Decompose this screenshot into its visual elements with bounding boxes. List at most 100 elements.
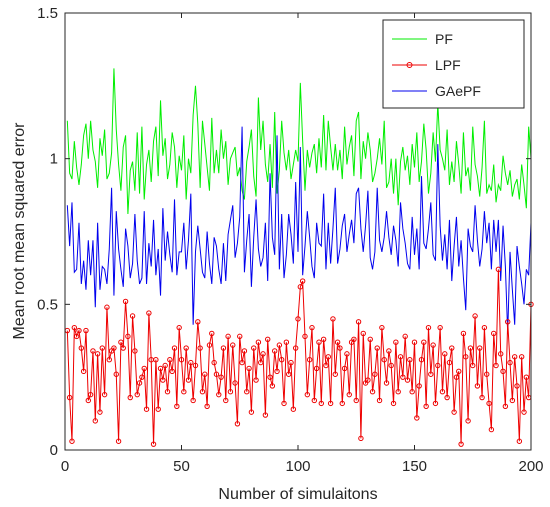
data-point-lpf <box>94 351 101 357</box>
data-point-lpf <box>101 391 108 398</box>
data-point-lpf <box>306 356 313 363</box>
data-point-lpf <box>150 441 157 447</box>
legend-item-lpf: LPF <box>392 57 461 73</box>
series-line-gaepf <box>66 126 532 334</box>
data-point-lpf <box>120 345 126 351</box>
data-point-lpf <box>472 313 478 319</box>
data-point-lpf <box>188 359 194 366</box>
data-point-lpf <box>111 345 117 351</box>
data-point-lpf <box>418 356 425 363</box>
x-tick-label: 150 <box>402 458 427 475</box>
legend: PF LPF GAePF <box>382 19 525 109</box>
data-point-lpf <box>444 394 450 401</box>
data-point-lpf <box>521 409 527 415</box>
data-point-lpf <box>218 374 224 380</box>
data-point-lpf <box>458 441 464 447</box>
data-point-lpf <box>274 368 280 375</box>
data-point-lpf <box>332 371 338 377</box>
data-point-lpf <box>85 397 92 404</box>
data-point-lpf <box>402 333 408 340</box>
data-point-lpf <box>195 319 201 325</box>
data-point-lpf <box>90 348 96 354</box>
data-point-lpf <box>181 389 187 395</box>
x-tick-label: 50 <box>173 458 190 475</box>
data-point-lpf <box>66 394 73 401</box>
data-point-lpf <box>288 359 294 366</box>
data-point-lpf <box>174 403 180 409</box>
data-point-lpf <box>237 333 243 340</box>
data-point-lpf <box>381 356 387 363</box>
data-point-lpf <box>97 409 103 415</box>
data-point-lpf <box>125 333 131 340</box>
data-point-lpf <box>318 400 324 407</box>
data-point-lpf <box>213 371 220 377</box>
data-point-lpf <box>295 316 301 322</box>
data-point-lpf <box>206 342 213 348</box>
data-point-lpf <box>383 380 390 386</box>
data-point-lpf <box>178 356 185 363</box>
series-lpf <box>64 266 534 447</box>
data-point-lpf <box>509 397 516 404</box>
data-point-lpf <box>80 368 87 375</box>
data-point-lpf <box>227 389 234 395</box>
data-point-lpf <box>323 362 329 369</box>
data-point-lpf <box>239 359 245 366</box>
data-point-lpf <box>353 397 359 404</box>
data-point-lpf <box>122 298 129 305</box>
data-point-lpf <box>411 339 418 345</box>
data-point-lpf <box>276 342 283 348</box>
data-point-lpf <box>304 391 311 398</box>
data-point-lpf <box>313 365 320 372</box>
legend-marker <box>406 62 413 68</box>
data-point-lpf <box>299 278 306 284</box>
data-point-lpf <box>272 348 278 354</box>
data-point-lpf <box>118 339 124 345</box>
data-point-lpf <box>309 324 315 331</box>
data-point-lpf <box>297 284 304 290</box>
data-point-lpf <box>157 365 164 372</box>
y-tick-label: 0.5 <box>37 296 58 313</box>
data-point-lpf <box>176 324 182 331</box>
data-point-lpf <box>486 400 492 407</box>
data-point-lpf <box>202 371 208 377</box>
legend-label: PF <box>435 31 453 47</box>
data-point-lpf <box>113 371 119 377</box>
data-point-lpf <box>367 336 373 342</box>
data-point-lpf <box>69 438 75 444</box>
data-point-lpf <box>87 391 94 398</box>
legend-box <box>382 19 525 109</box>
data-point-lpf <box>495 266 502 273</box>
data-point-lpf <box>244 389 250 395</box>
data-point-lpf <box>498 351 504 357</box>
data-point-lpf <box>139 374 145 380</box>
data-point-lpf <box>220 345 227 351</box>
data-point-lpf <box>400 374 406 380</box>
data-point-lpf <box>339 400 345 407</box>
data-point-lpf <box>320 336 327 342</box>
data-point-lpf <box>253 377 259 383</box>
data-point-lpf <box>479 394 485 401</box>
data-point-lpf <box>516 438 523 444</box>
data-point-lpf <box>199 389 206 395</box>
y-tick-label: 1.5 <box>37 5 58 22</box>
data-point-lpf <box>146 310 152 316</box>
data-point-lpf <box>283 339 290 345</box>
data-point-lpf <box>428 371 434 377</box>
y-tick-label: 1 <box>50 151 58 168</box>
data-point-lpf <box>327 400 334 407</box>
data-point-lpf <box>397 354 404 360</box>
data-point-lpf <box>507 359 513 366</box>
data-point-lpf <box>416 383 422 389</box>
data-point-lpf <box>346 391 352 398</box>
data-point-lpf <box>467 345 474 351</box>
data-point-lpf <box>143 406 150 412</box>
data-point-lpf <box>92 418 98 424</box>
data-point-lpf <box>258 359 264 366</box>
data-point-lpf <box>341 365 348 372</box>
data-point-lpf <box>374 345 380 351</box>
data-point-lpf <box>388 362 394 369</box>
data-point-lpf <box>278 356 285 363</box>
data-point-lpf <box>302 333 308 340</box>
data-point-lpf <box>395 389 401 395</box>
